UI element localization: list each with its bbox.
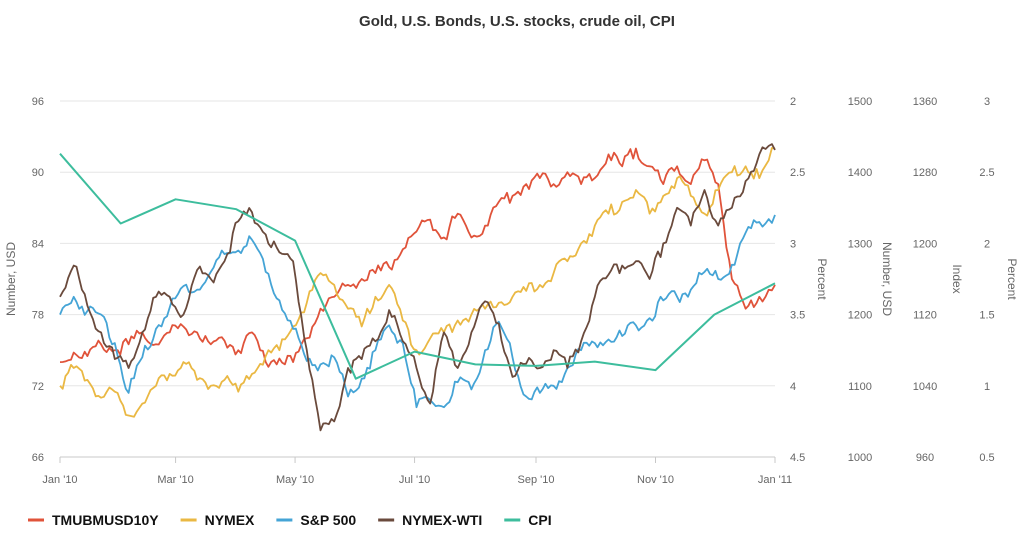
x-tick-label: May '10 <box>276 474 314 486</box>
y-tick-label: 1 <box>984 381 990 393</box>
legend-label: CPI <box>528 512 551 528</box>
y-tick-label: 4.5 <box>790 452 805 464</box>
y-tick-label: 1.5 <box>979 310 994 322</box>
y-tick-label: 1120 <box>913 310 937 322</box>
series-line <box>59 143 776 432</box>
y-tick-label: 0.5 <box>979 452 994 464</box>
axis-title: Percent <box>815 258 829 300</box>
x-tick-label: Jan '10 <box>42 474 77 486</box>
y-tick-label: 66 <box>32 452 44 464</box>
legend[interactable]: TMUBMUSD10Y NYMEX S&P 500 NYMEX-WTI CPI <box>28 512 552 528</box>
legend-item[interactable]: TMUBMUSD10Y <box>28 512 159 528</box>
y-tick-label: 96 <box>32 96 44 108</box>
legend-label: NYMEX-WTI <box>402 512 482 528</box>
series-line <box>59 147 776 418</box>
y-tick-label: 2.5 <box>979 167 994 179</box>
y-tick-label: 3 <box>984 96 990 108</box>
x-tick-label: Jan '11 <box>758 474 792 486</box>
y-tick-label: 2 <box>790 96 796 108</box>
y-tick-label: 1400 <box>848 167 872 179</box>
y-tick-label: 1200 <box>848 310 872 322</box>
axis-title: Index <box>950 264 964 293</box>
x-tick-label: Mar '10 <box>157 474 193 486</box>
legend-item[interactable]: NYMEX <box>180 512 255 528</box>
y-tick-label: 1500 <box>848 96 872 108</box>
x-tick-label: Sep '10 <box>518 474 555 486</box>
y-tick-label: 90 <box>32 167 44 179</box>
y-tick-label: 1300 <box>848 238 872 250</box>
legend-item[interactable]: CPI <box>504 512 552 528</box>
y-tick-label: 1360 <box>913 96 937 108</box>
y-tick-label: 4 <box>790 381 796 393</box>
y-tick-label: 960 <box>916 452 934 464</box>
y-tick-label: 3 <box>790 238 796 250</box>
legend-label: TMUBMUSD10Y <box>52 512 159 528</box>
legend-item[interactable]: S&P 500 <box>276 512 356 528</box>
y-tick-label: 3.5 <box>790 310 805 322</box>
axis-title: Number, USD <box>4 242 18 316</box>
x-tick-label: Nov '10 <box>637 474 674 486</box>
legend-label: NYMEX <box>205 512 255 528</box>
series-lines <box>59 143 776 432</box>
y-tick-label: 2.5 <box>790 167 805 179</box>
axis-title: Number, USD <box>880 242 894 316</box>
legend-label: S&P 500 <box>300 512 356 528</box>
y-tick-label: 84 <box>32 238 44 250</box>
y-tick-label: 72 <box>32 381 44 393</box>
axis-title: Percent <box>1005 258 1019 300</box>
series-line <box>59 214 776 409</box>
axes: Jan '10 Mar '10 May '10 Jul '10 Sep '10 Nov '… <box>4 96 1019 486</box>
y-tick-label: 2 <box>984 238 990 250</box>
y-tick-label: 78 <box>32 310 44 322</box>
y-tick-label: 1280 <box>913 167 937 179</box>
x-tick-label: Jul '10 <box>399 474 430 486</box>
series-line <box>59 147 776 368</box>
legend-item[interactable]: NYMEX-WTI <box>378 512 482 528</box>
y-tick-label: 1000 <box>848 452 872 464</box>
y-tick-label: 1040 <box>913 381 937 393</box>
y-tick-label: 1200 <box>913 238 937 250</box>
chart-title: Gold, U.S. Bonds, U.S. stocks, crude oil… <box>359 13 675 30</box>
series-line <box>59 153 776 380</box>
y-tick-label: 1100 <box>848 381 872 393</box>
